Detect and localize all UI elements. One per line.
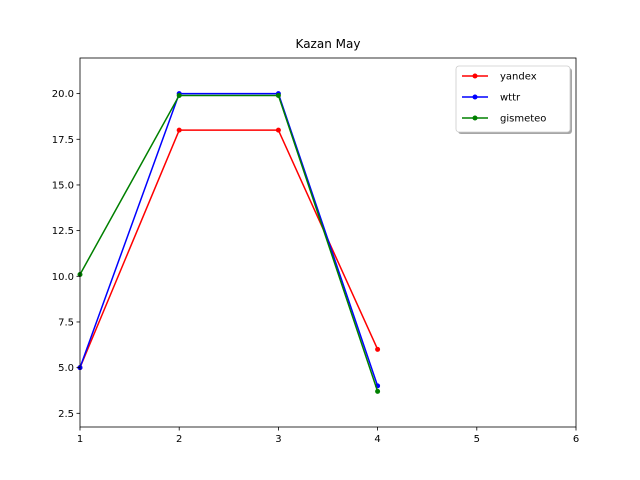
data-point-gismeteo: [275, 92, 281, 98]
legend: yandex wttr gismeteo: [455, 65, 572, 134]
legend-label-yandex: yandex: [500, 72, 537, 83]
x-tick-label: 1: [77, 434, 83, 445]
y-tick-label: 17.5: [52, 135, 74, 146]
y-tick-label: 7.5: [58, 317, 74, 328]
legend-label-wttr: wttr: [500, 93, 521, 104]
series-line-wttr: [79, 92, 379, 387]
y-tick-label: 20.0: [52, 89, 74, 100]
legend-label-gismeteo: gismeteo: [500, 114, 546, 125]
y-tick-label: 12.5: [52, 226, 74, 237]
x-tick-label: 5: [474, 434, 480, 445]
legend-box: [455, 65, 571, 133]
x-tick-label: 4: [374, 434, 380, 445]
data-point-gismeteo: [375, 388, 381, 394]
legend-marker-wttr: [472, 94, 478, 100]
y-tick-label: 10.0: [52, 272, 74, 283]
data-point-yandex: [176, 127, 182, 133]
legend-marker-gismeteo: [472, 115, 478, 121]
x-tick-label: 6: [573, 434, 579, 445]
plot-frame: [79, 57, 577, 428]
axes-layer: 1 2 3 4 5 6 2.5 5.0 7.5 10.0 12.5 15.0 17.5 20.0: [52, 89, 579, 445]
data-point-yandex: [275, 127, 281, 133]
x-tick-label: 2: [176, 434, 182, 445]
data-point-yandex: [375, 346, 381, 352]
y-tick-label: 15.0: [52, 180, 74, 191]
series-layer: [77, 91, 381, 394]
series-line-gismeteo: [79, 94, 379, 392]
legend-marker-yandex: [472, 73, 478, 79]
data-point-gismeteo: [176, 92, 182, 98]
x-tick-label: 3: [275, 434, 281, 445]
chart-title: Kazan May: [296, 37, 361, 51]
series-gismeteo: [77, 92, 381, 394]
y-tick-label: 5.0: [58, 363, 74, 374]
y-tick-label: 2.5: [58, 409, 74, 420]
